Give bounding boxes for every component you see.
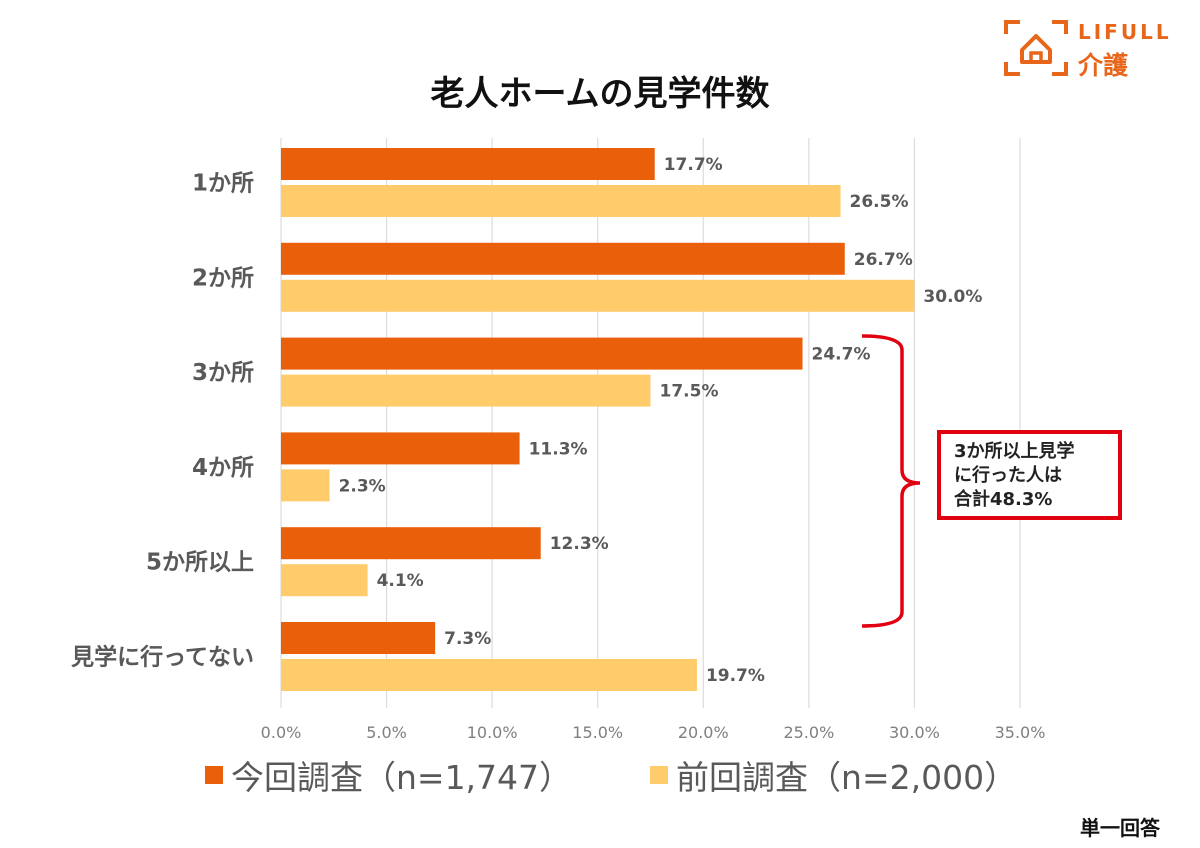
bar-previous: [281, 185, 841, 217]
bar-current: [281, 148, 655, 180]
logo-sub-text: 介護: [1078, 51, 1129, 80]
grid-layer: [280, 138, 1021, 708]
data-label: 4.1%: [377, 571, 424, 591]
x-tick-label: 0.0%: [261, 723, 302, 742]
lifull-kaigo-logo: LIFULL 介護: [1004, 18, 1184, 80]
data-label: 11.3%: [529, 439, 588, 459]
bar-current: [281, 432, 520, 465]
legend: 今回調査（n=1,747） 前回調査（n=2,000）: [205, 752, 1095, 798]
annotation-line: 3か所以上見学: [954, 441, 1075, 462]
category-label: 3か所: [192, 360, 254, 386]
bar-current: [281, 622, 436, 654]
x-tick-label: 30.0%: [889, 723, 940, 742]
bar-current: [281, 337, 803, 370]
logo-brand-text: LIFULL: [1078, 20, 1172, 44]
x-tick-label: 35.0%: [995, 723, 1046, 742]
x-tick-label: 5.0%: [366, 723, 407, 742]
bar-previous: [281, 469, 330, 502]
x-tick-label: 15.0%: [572, 723, 623, 742]
bars-layer: [281, 148, 915, 691]
data-label: 26.7%: [854, 250, 913, 270]
bar-previous: [281, 279, 915, 312]
legend-item-previous: 前回調査（n=2,000）: [650, 751, 1017, 799]
category-label: 見学に行ってない: [71, 644, 254, 671]
annotation-box: 3か所以上見学 に行った人は 合計48.3%: [937, 430, 1122, 520]
legend-item-current: 今回調査（n=1,747）: [205, 751, 572, 799]
bar-previous: [281, 374, 651, 407]
bar-current: [281, 527, 541, 560]
data-label: 2.3%: [339, 476, 386, 496]
bar-current: [281, 242, 845, 275]
annotation-bracket: [861, 334, 921, 628]
legend-swatch-previous: [650, 766, 669, 784]
x-tick-label: 20.0%: [678, 723, 729, 742]
category-label: 1か所: [192, 171, 254, 197]
bar-previous: [281, 659, 697, 691]
category-label: 2か所: [192, 265, 254, 291]
legend-swatch-current: [205, 766, 223, 784]
data-label: 30.0%: [923, 287, 982, 307]
legend-label-current: 今回調査（n=1,747）: [231, 758, 573, 797]
data-label: 19.7%: [706, 666, 765, 686]
category-label: 4か所: [192, 455, 254, 481]
x-tick-label: 25.0%: [783, 723, 834, 742]
house-bracket-icon: [1004, 20, 1068, 76]
bar-previous: [281, 564, 368, 597]
data-label: 7.3%: [444, 629, 491, 649]
labels-layer: 0.0% 5.0% 10.0% 15.0% 20.0% 25.0% 30.0% 35.0% 1か…: [71, 155, 1045, 742]
annotation-line: に行った人は: [954, 465, 1062, 486]
data-label: 17.7%: [664, 155, 723, 175]
data-label: 12.3%: [550, 534, 609, 554]
legend-label-previous: 前回調査（n=2,000）: [676, 758, 1018, 797]
x-tick-label: 10.0%: [467, 723, 518, 742]
annotation-line: 合計48.3%: [954, 489, 1053, 510]
data-label: 24.7%: [812, 345, 871, 365]
data-label: 26.5%: [850, 192, 909, 212]
data-label: 17.5%: [660, 382, 719, 402]
response-type-note: 単一回答: [1080, 816, 1160, 840]
chart-title: 老人ホームの見学件数: [430, 74, 770, 114]
category-label: 5か所以上: [146, 550, 254, 576]
